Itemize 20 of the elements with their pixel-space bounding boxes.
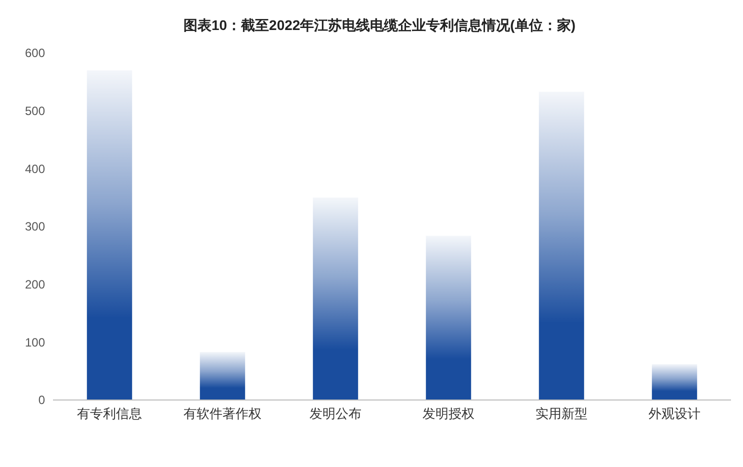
y-tick-label: 500 (24, 104, 46, 118)
x-tick-label: 有专利信息 (77, 406, 142, 421)
x-tick-label: 发明公布 (310, 406, 362, 421)
y-tick-label: 200 (24, 278, 46, 292)
x-tick-label: 外观设计 (648, 406, 700, 421)
bar (86, 70, 132, 400)
bar (652, 364, 698, 400)
y-tick-label: 400 (24, 162, 46, 176)
bar (312, 198, 358, 400)
x-tick-label: 有软件著作权 (184, 406, 262, 421)
bar (538, 92, 584, 400)
bar (200, 352, 246, 400)
y-tick-label: 600 (24, 46, 46, 60)
x-tick-label: 实用新型 (536, 406, 588, 421)
y-tick-label: 300 (24, 220, 46, 234)
y-tick-label: 0 (38, 393, 46, 408)
y-tick-label: 100 (24, 335, 46, 350)
bar (426, 236, 472, 400)
x-tick-label: 发明授权 (422, 406, 474, 421)
chart-title: 图表10：截至2022年江苏电线电缆企业专利信息情况(单位：家) (183, 17, 576, 33)
